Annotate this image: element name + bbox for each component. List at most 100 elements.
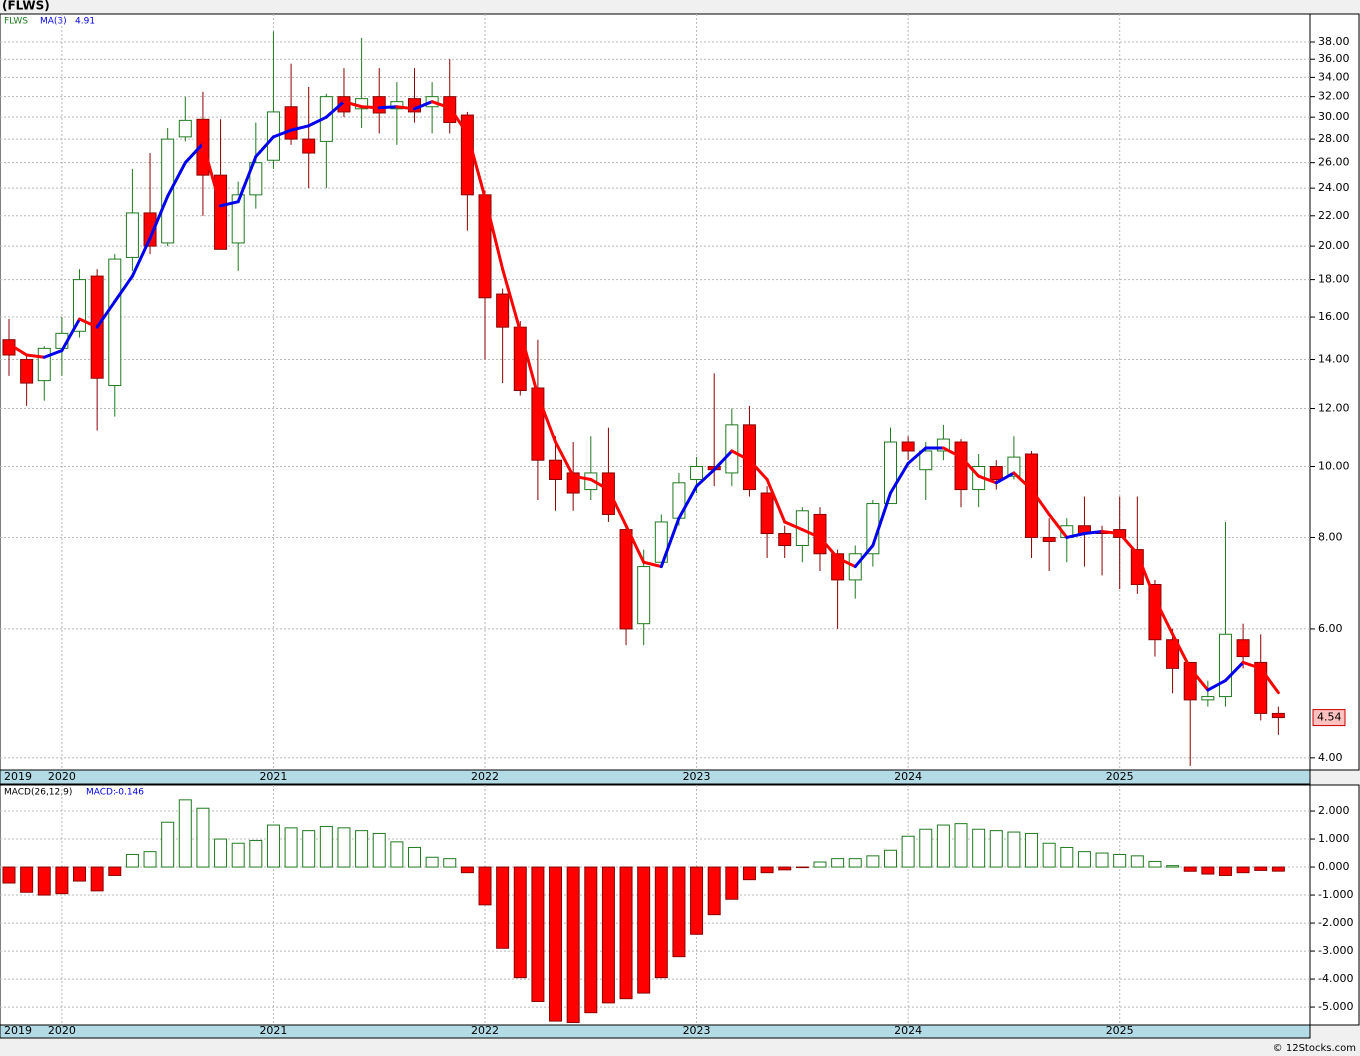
macd-bar: [1166, 865, 1180, 868]
x-tick-label: 2022: [471, 1024, 499, 1037]
y-tick-label: 8.00: [1318, 530, 1343, 543]
x-tick-label: 2021: [259, 770, 287, 783]
candle-body: [1148, 583, 1162, 641]
ma-segment: [554, 440, 575, 478]
macd-bar: [407, 846, 421, 868]
macd-bar: [20, 866, 34, 893]
macd-bar: [37, 866, 51, 896]
ma-segment: [236, 155, 258, 204]
macd-bar: [1218, 866, 1232, 876]
macd-bar: [1113, 853, 1127, 868]
y-tick-label: 24.00: [1318, 181, 1350, 194]
x-tick-label: 2020: [48, 1024, 76, 1037]
macd-bar: [901, 835, 915, 868]
ma-segment: [60, 317, 82, 353]
macd-bar: [460, 866, 474, 874]
ma-segment: [959, 455, 981, 478]
ma-segment: [1065, 532, 1086, 539]
ma-segment: [624, 524, 646, 564]
macd-bar: [1254, 866, 1268, 871]
chart-title: (FLWS): [2, 0, 50, 13]
macd-bar: [1095, 852, 1109, 868]
ma-segment: [183, 142, 205, 165]
legend-macd-value: -0.146: [115, 788, 144, 798]
x-tick-label: 2020: [48, 770, 76, 783]
ma-segment: [1223, 660, 1245, 683]
ma-segment: [201, 142, 223, 208]
x-tick-label: 2025: [1106, 770, 1134, 783]
macd-bar: [319, 825, 333, 868]
macd-bar: [884, 849, 897, 868]
ma-segment: [1153, 597, 1175, 636]
candle-body: [725, 424, 739, 474]
macd-bar: [848, 858, 862, 868]
ma-segment: [800, 528, 822, 539]
macd-bar: [778, 866, 792, 871]
ma-segment: [765, 477, 787, 524]
candle-body: [231, 194, 245, 244]
ma-segment: [254, 135, 275, 159]
macd-bar: [1201, 866, 1215, 875]
macd-bar: [566, 866, 580, 1023]
macd-bar: [1077, 851, 1091, 868]
x-tick-label: 2022: [471, 770, 499, 783]
ma-segment: [783, 520, 804, 532]
y-tick-label: 12.00: [1318, 402, 1350, 415]
legend-macd-label: MACD:: [86, 788, 116, 798]
macd-bar: [725, 866, 739, 900]
candle-body: [637, 566, 651, 625]
ma-segment: [518, 329, 540, 398]
ma-segment: [659, 516, 681, 569]
macd-bar: [355, 830, 369, 868]
macd-bar: [337, 827, 351, 868]
macd-bar: [672, 866, 686, 958]
legend-ma: MA(3): [40, 17, 67, 27]
candle-body: [1254, 661, 1268, 714]
ma-segment: [483, 196, 505, 271]
ma-segment: [1030, 488, 1051, 516]
candle-body: [73, 279, 87, 332]
macd-bar: [178, 799, 192, 868]
candle-body: [372, 96, 386, 114]
y-tick-label: -1.000: [1318, 888, 1353, 901]
candle-body: [390, 101, 404, 110]
ma-segment: [853, 544, 875, 569]
ma-segment: [642, 560, 663, 569]
macd-bar: [972, 828, 986, 868]
macd-bar: [73, 866, 87, 882]
ma-segment: [342, 100, 364, 109]
y-tick-label: 22.00: [1318, 209, 1350, 222]
y-tick-label: 4.00: [1318, 751, 1343, 764]
macd-bar: [866, 855, 880, 868]
candle-body: [989, 465, 1003, 480]
x-tick-label: 2019: [4, 770, 32, 783]
macd-bar: [372, 832, 386, 868]
y-tick-label: 10.00: [1318, 459, 1350, 472]
candle-body: [1042, 536, 1056, 542]
candle-body: [936, 438, 950, 452]
macd-bar: [1130, 855, 1144, 868]
candle-body: [178, 119, 192, 138]
ma-segment: [113, 274, 134, 304]
ma-segment: [78, 317, 99, 329]
ma-segment: [377, 105, 399, 110]
footer: © 12Stocks.com: [1273, 1043, 1356, 1054]
x-tick-label: 2025: [1106, 1024, 1134, 1037]
ma-segment: [448, 106, 469, 135]
y-tick-label: -5.000: [1318, 1000, 1353, 1013]
ma-segment: [1082, 530, 1104, 536]
y-tick-label: 30.00: [1318, 110, 1350, 123]
macd-bar: [443, 858, 457, 868]
ma-segment: [977, 474, 998, 485]
candle-body: [1201, 696, 1215, 701]
macd-bar: [231, 842, 245, 868]
candle-body: [284, 106, 298, 140]
x-tick-label: 2021: [259, 1024, 287, 1037]
y-tick-label: -4.000: [1318, 972, 1353, 985]
ma-segment: [465, 131, 487, 200]
macd-bar: [196, 807, 210, 868]
macd-bar: [496, 866, 510, 949]
macd-bar: [1236, 866, 1250, 874]
candle-body: [496, 293, 510, 328]
